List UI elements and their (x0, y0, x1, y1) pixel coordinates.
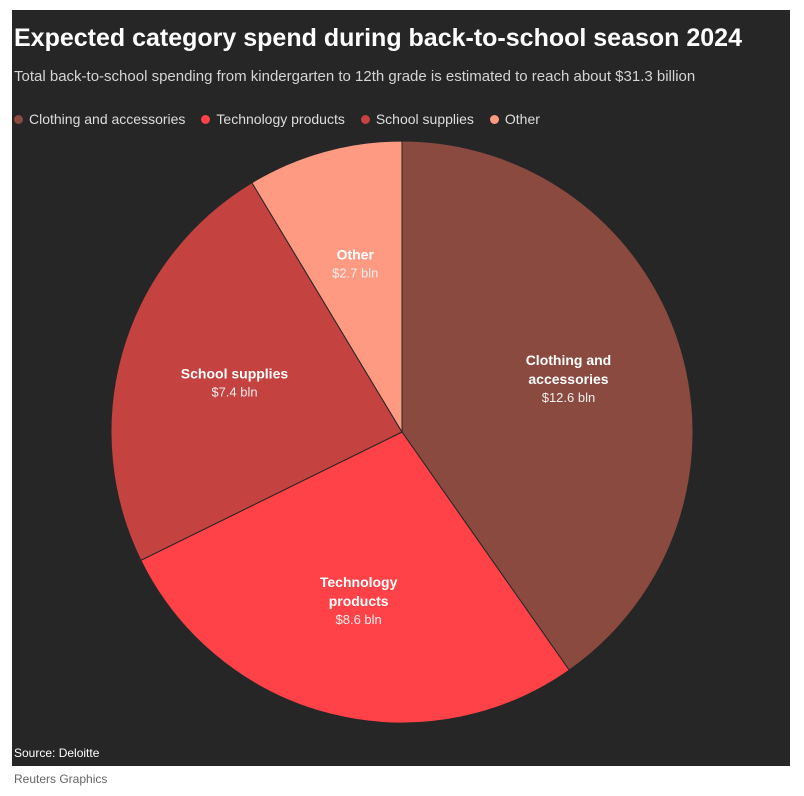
slice-name: Technology products (319, 574, 398, 610)
slice-name: Clothing and accessories (525, 352, 612, 388)
legend-label: School supplies (375, 111, 474, 127)
chart-subtitle: Total back-to-school spending from kinde… (14, 68, 696, 85)
legend-item: School supplies (360, 111, 474, 127)
slice-name: Other (336, 246, 374, 263)
legend-swatch (489, 114, 499, 124)
legend-label: Technology products (216, 111, 345, 127)
legend-item: Clothing and accessories (14, 111, 185, 127)
pie-slice (251, 140, 403, 434)
slice-value: $2.7 bln (332, 265, 379, 281)
slice-label: Technology products $8.6 bln (294, 573, 424, 629)
slice-value: $12.6 bln (541, 390, 596, 406)
chart-title: Expected category spend during back-to-s… (14, 24, 742, 52)
pie-slice (401, 140, 694, 671)
pie (110, 140, 694, 724)
slice-label: Other $2.7 bln (290, 245, 420, 282)
credit: Reuters Graphics (14, 772, 108, 786)
legend-swatch (201, 114, 211, 124)
legend-item: Other (489, 111, 540, 127)
legend-item: Technology products (201, 111, 345, 127)
legend-label: Other (504, 111, 540, 127)
slice-label: Clothing and accessories $12.6 bln (503, 351, 633, 407)
slice-value: $7.4 bln (211, 384, 258, 400)
legend: Clothing and accessories Technology produ… (14, 111, 540, 127)
chart-panel: Expected category spend during back-to-s… (12, 10, 790, 766)
legend-swatch (14, 114, 23, 124)
source: Source: Deloitte (14, 746, 100, 760)
pie-slice (110, 182, 403, 561)
legend-swatch (360, 114, 370, 124)
slice-label: School supplies $7.4 bln (169, 364, 299, 401)
slice-name: School supplies (180, 365, 289, 382)
slice-value: $8.6 bln (335, 612, 382, 628)
pie-slice (140, 431, 570, 724)
legend-label: Clothing and accessories (29, 111, 186, 127)
